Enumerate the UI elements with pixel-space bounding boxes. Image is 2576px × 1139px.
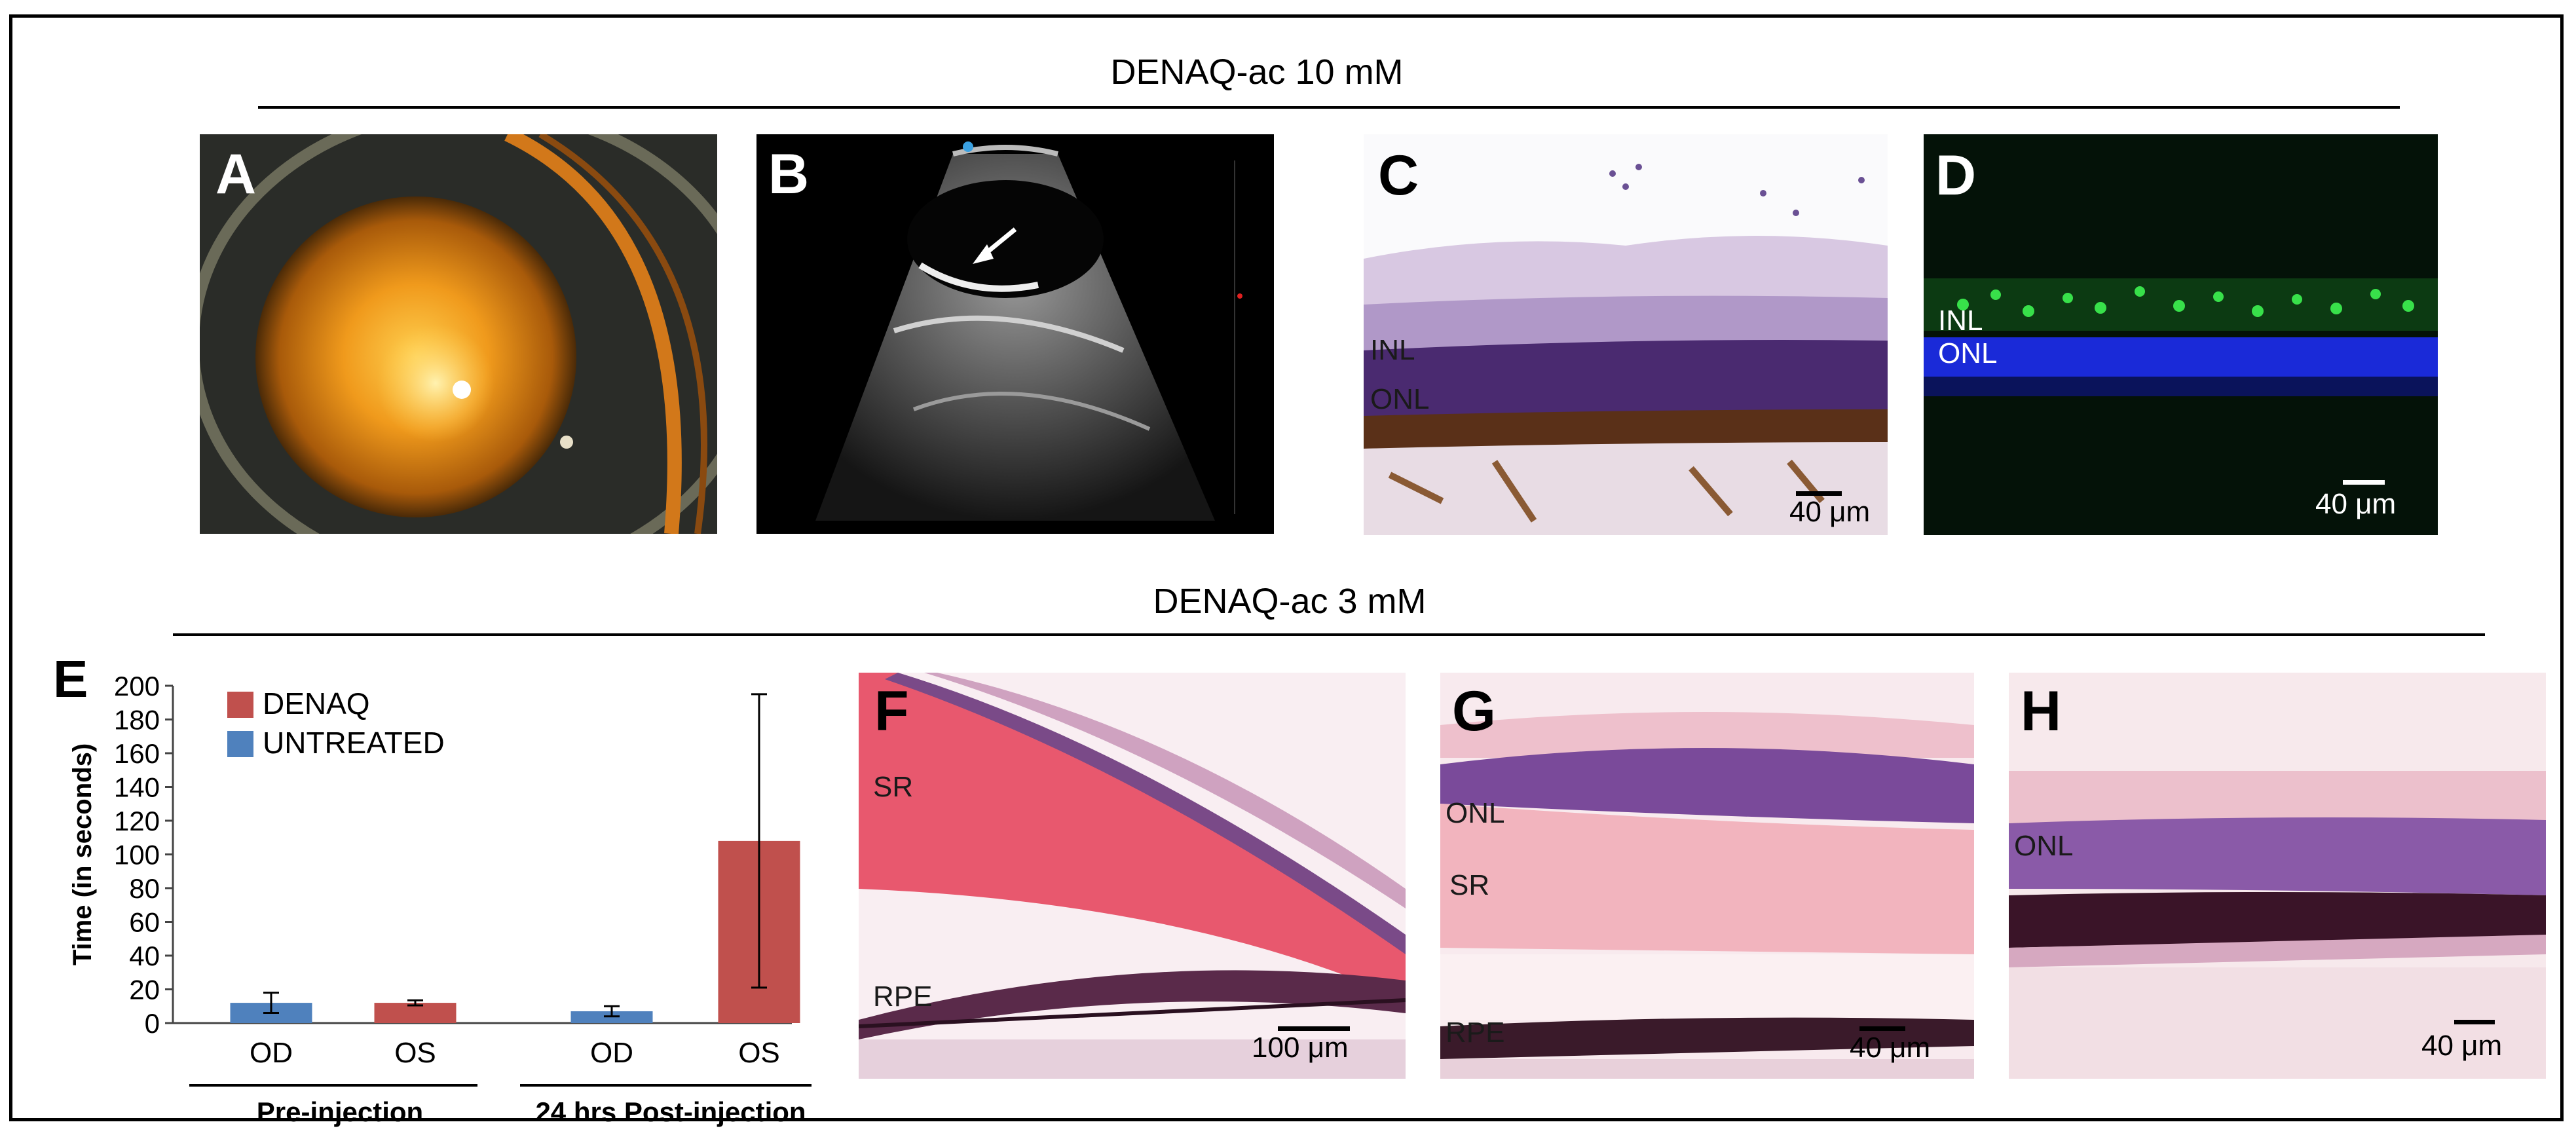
chart-x-tick-label: OS [738, 1037, 780, 1069]
chart-group-label: 24 hrs Post-injection [535, 1096, 806, 1127]
chart-y-axis-title: Time (in seconds) [68, 743, 97, 965]
panel-h-scale-label: 40 μm [2421, 1030, 2503, 1062]
chart-y-tick-label: 20 [129, 975, 160, 1005]
chart-legend-swatch [227, 731, 253, 757]
chart-legend-label: DENAQ [263, 686, 370, 720]
panel-g-scale-label: 40 μm [1850, 1032, 1931, 1064]
chart-x-tick-label: OD [590, 1037, 633, 1069]
panel-e-bar-chart: 0 20 40 60 80 100 120 140 160 180 200 Time (in seco… [53, 650, 812, 1131]
panel-h-histology-image: H ONL 40 μm [2009, 673, 2546, 1079]
chart-y-tick-label: 0 [145, 1008, 160, 1039]
chart-y-tick-label: 60 [129, 907, 160, 938]
bottom-section-rule [173, 633, 2485, 636]
panel-a-label: A [215, 143, 257, 206]
chart-y-tick-label: 140 [114, 772, 160, 803]
figure-frame: DENAQ-ac 10 mM [9, 14, 2564, 1127]
panel-d-fluorescence-image: D INL ONL 40 μm [1924, 134, 2438, 535]
panel-d-scale-bar [2343, 480, 2385, 485]
top-section-rule [258, 106, 2400, 109]
panel-a-fundus-image: A [200, 134, 717, 534]
chart-x-tick-label: OD [250, 1037, 293, 1069]
chart-y-tick-label: 180 [114, 705, 160, 736]
panel-g-label: G [1452, 680, 1496, 743]
bottom-section-title: DENAQ-ac 3 mM [1153, 582, 1427, 621]
panel-d-inl-label: INL [1938, 305, 1983, 337]
panel-g-histology-image: G ONL SR RPE 40 μm [1440, 673, 1974, 1079]
panel-f-rpe-label: RPE [873, 980, 933, 1013]
panel-h-onl-label: ONL [2014, 830, 2074, 862]
panel-h-scale-bar [2454, 1020, 2495, 1024]
chart-y-tick-label: 200 [114, 673, 160, 701]
chart-y-tick-label: 40 [129, 941, 160, 971]
chart-y-tick-label: 80 [129, 873, 160, 904]
panel-g-rpe-label: RPE [1446, 1017, 1505, 1049]
panel-d-onl-label: ONL [1938, 337, 1998, 369]
panel-c-histology-image: C INL ONL 40 μm [1364, 134, 1888, 535]
panel-e-label: E [53, 650, 88, 708]
chart-y-tick-label: 120 [114, 806, 160, 836]
panel-g-onl-label: ONL [1446, 797, 1505, 829]
panel-b-label: B [768, 143, 810, 206]
panel-f-sr-label: SR [873, 771, 914, 803]
top-section-title: DENAQ-ac 10 mM [1110, 52, 1404, 92]
panel-c-scale-bar [1796, 491, 1842, 496]
panel-f-scale-label: 100 μm [1252, 1032, 1349, 1064]
chart-group-label: Pre-injection [257, 1096, 423, 1127]
chart-legend-swatch [227, 692, 253, 718]
chart-legend-label: UNTREATED [263, 726, 445, 760]
chart-y-tick-label: 100 [114, 840, 160, 870]
panel-c-onl-label: ONL [1370, 383, 1430, 415]
panel-f-label: F [874, 680, 909, 743]
panel-f-histology-image: F SR RPE 100 μm [859, 673, 1406, 1079]
chart-y-tick-label: 160 [114, 738, 160, 769]
panel-c-scale-label: 40 μm [1789, 496, 1871, 528]
panel-d-scale-label: 40 μm [2315, 488, 2397, 520]
chart-x-tick-label: OS [394, 1037, 436, 1069]
panel-c-label: C [1378, 144, 1419, 207]
panel-c-inl-label: INL [1370, 334, 1415, 366]
panel-b-ultrasound-image: B [756, 134, 1274, 534]
panel-g-sr-label: SR [1449, 869, 1490, 901]
panel-f-scale-bar [1278, 1026, 1350, 1031]
panel-h-label: H [2021, 680, 2062, 743]
panel-g-scale-bar [1859, 1026, 1905, 1031]
chart-bars [230, 693, 800, 1023]
panel-d-label: D [1935, 144, 1977, 207]
